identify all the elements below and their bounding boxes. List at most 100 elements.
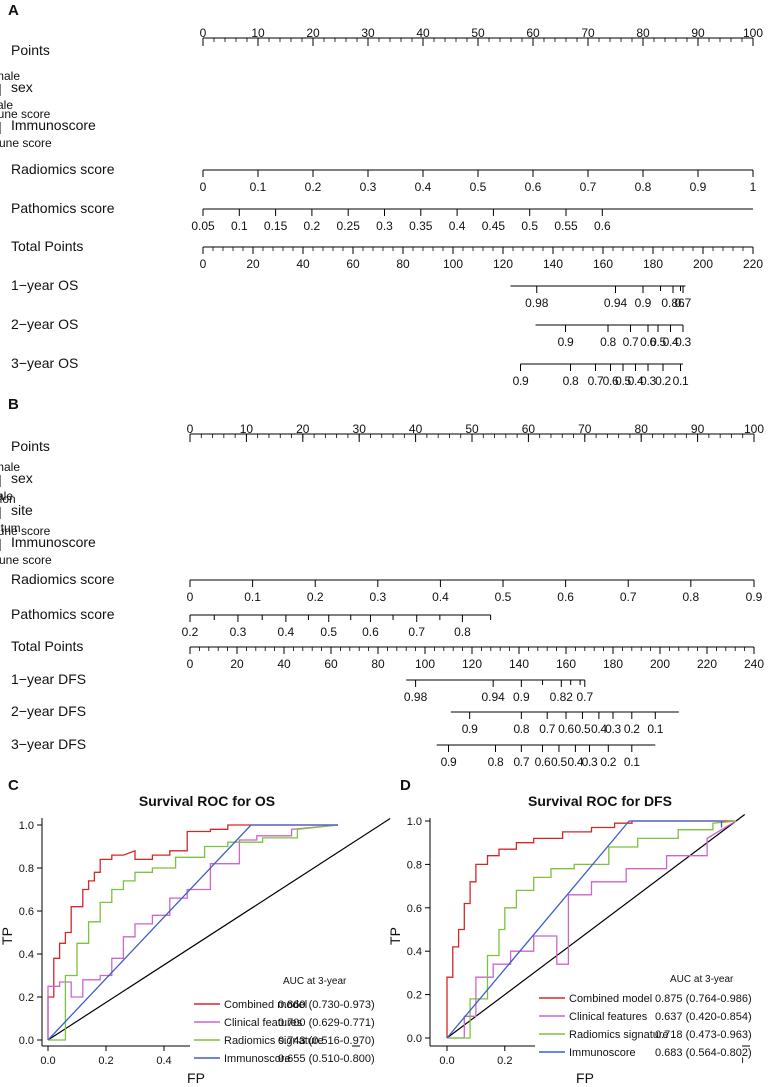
tick-label-0-6: 0.6	[594, 219, 611, 233]
tick-label-30: 30	[361, 26, 375, 40]
legend-title: AUC at 3-year	[283, 976, 347, 987]
row-label-sex: sex	[11, 470, 33, 486]
tick-label-70: 70	[581, 26, 595, 40]
tick-label-60: 60	[526, 26, 540, 40]
category-label-rectum: Rectum	[0, 521, 21, 535]
tick-label-0-8: 0.8	[635, 180, 652, 194]
legend-label-combined-model: Combined model	[569, 993, 652, 1005]
row-points: Points 0 10 20 30 40 50 60 70 80 90 100	[11, 26, 763, 58]
series-line-combined-model	[47, 824, 338, 1040]
tick-label-0-5: 0.5	[495, 590, 512, 604]
tick-label-120: 120	[493, 257, 513, 271]
tick-label-0-3: 0.3	[230, 625, 247, 639]
tick-label-20: 20	[306, 26, 320, 40]
row-label-site: site	[11, 502, 33, 518]
legend-auc-radiomics-signature: 0.718 (0.473-0.963)	[655, 1029, 752, 1041]
row-1-year-os: 1−year OS 0.98 0.94 0.9 0.860.7	[11, 277, 692, 310]
tick-label-0-9: 0.9	[690, 180, 707, 194]
tick-label-0-6: 0.6	[535, 755, 551, 769]
legend-label-immunoscore: Immunoscore	[569, 1047, 636, 1059]
row-2-year-os: 2−year OS 0.9 0.8 0.7 0.60.50.40.3	[11, 316, 692, 349]
series-line-combined-model	[446, 820, 736, 1038]
legend-label-clinical-features: Clinical features	[569, 1011, 648, 1023]
tick-label-0-3: 0.3	[605, 722, 621, 736]
tick-label-0-2: 0.2	[304, 219, 321, 233]
tick-label-0-9: 0.9	[441, 755, 457, 769]
tick-label-20: 20	[246, 257, 260, 271]
tick-label-0-6: 0.6	[603, 374, 619, 388]
tick-label-200: 200	[650, 657, 670, 671]
y-tick-label-1-0: 1.0	[407, 816, 422, 828]
tick-label-0-1: 0.1	[624, 755, 640, 769]
tick-label-0-7: 0.7	[580, 180, 597, 194]
x-tick-label-0-0: 0.0	[40, 1055, 55, 1067]
tick-label-0-5: 0.5	[320, 625, 337, 639]
tick-label-0-6: 0.6	[525, 180, 542, 194]
row-points: Points 0 10 20 30 40 50 60 70 80 90 100	[11, 422, 764, 454]
x-tick-label-0-4: 0.4	[156, 1055, 171, 1067]
tick-label-240: 240	[744, 657, 764, 671]
tick-label-200: 200	[693, 257, 713, 271]
y-tick-label-1-0: 1.0	[19, 820, 34, 832]
tick-label-100: 100	[443, 257, 463, 271]
tick-label-100: 100	[744, 422, 764, 436]
y-tick-label-0-4: 0.4	[19, 949, 34, 961]
legend-title: AUC at 3-year	[670, 974, 734, 985]
tick-label-40: 40	[296, 257, 310, 271]
row-sex: sex Male Female	[0, 69, 33, 112]
tick-label-40: 40	[409, 422, 423, 436]
tick-label-0-55: 0.55	[554, 219, 578, 233]
tick-label-180: 180	[643, 257, 663, 271]
row-label-points: Points	[11, 438, 50, 454]
tick-label-90: 90	[691, 26, 705, 40]
tick-label-0-1: 0.1	[231, 219, 248, 233]
tick-label-0-98: 0.98	[525, 296, 549, 310]
tick-label-0-9: 0.9	[558, 335, 574, 349]
legend-auc-immunoscore: 0.683 (0.564-0.802)	[655, 1047, 752, 1059]
category-label-male: Male	[0, 98, 13, 112]
row-label-radiomics-score: Radiomics score	[11, 161, 115, 177]
tick-label-0-7: 0.7	[576, 690, 593, 704]
legend-box	[190, 996, 352, 1072]
row-label-total-points: Total Points	[11, 238, 83, 254]
tick-label-60: 60	[346, 257, 360, 271]
y-tick-label-0-6: 0.6	[407, 903, 422, 915]
legend-label-radiomics-signature: Radiomics signature	[224, 1035, 324, 1047]
row-3-year-dfs: 3−year DFS 0.9 0.8 0.7 0.6 0.5 0.40.3 0.2 0.1	[11, 736, 656, 769]
series-line-immunoscore	[47, 824, 338, 1041]
tick-label-0-4: 0.4	[628, 374, 644, 388]
tick-label-0-86: 0.86	[661, 296, 685, 310]
tick-label-0-4: 0.4	[449, 219, 466, 233]
tick-label-50: 50	[471, 26, 485, 40]
tick-label-0-7: 0.7	[623, 335, 639, 349]
series-line-radiomics-signature	[447, 820, 737, 1039]
tick-label-0-5: 0.5	[650, 335, 666, 349]
tick-label-0-98: 0.98	[404, 690, 428, 704]
legend-label-radiomics-signature: Radiomics signature	[569, 1029, 669, 1041]
tick-label-0-9: 0.9	[513, 690, 530, 704]
tick-label-0-5: 0.5	[615, 374, 631, 388]
tick-label-0-45: 0.45	[482, 219, 506, 233]
tick-label-0-4: 0.4	[663, 335, 679, 349]
tick-label-10: 10	[251, 26, 265, 40]
tick-label-0-7: 0.7	[675, 296, 692, 310]
tick-label-0: 0	[187, 590, 194, 604]
row-immunoscore: Immunoscore High immune score Low immune s…	[0, 524, 96, 567]
legend-label-immunoscore: Immunoscore	[224, 1053, 291, 1065]
tick-label-120: 120	[462, 657, 482, 671]
category-label-low-immune-score: Low immune score	[0, 107, 51, 121]
row-label-sex: sex	[11, 79, 33, 95]
panel-letter-d: D	[400, 777, 411, 794]
tick-label-0-3: 0.3	[360, 180, 377, 194]
x-axis-title: FP	[576, 1070, 594, 1086]
nomogram-os: Points0102030405060708090100sexMaleFemal…	[0, 26, 763, 388]
tick-label-0-9: 0.9	[462, 722, 478, 736]
series-line-diagonal	[47, 817, 391, 1041]
panel-letter-c: C	[8, 777, 19, 794]
tick-label-70: 70	[578, 422, 592, 436]
tick-label-0-3: 0.3	[376, 219, 393, 233]
tick-label-0-9: 0.9	[513, 374, 529, 388]
tick-label-220: 220	[697, 657, 717, 671]
tick-label-0-4: 0.4	[432, 590, 449, 604]
tick-label-0-2: 0.2	[655, 374, 671, 388]
